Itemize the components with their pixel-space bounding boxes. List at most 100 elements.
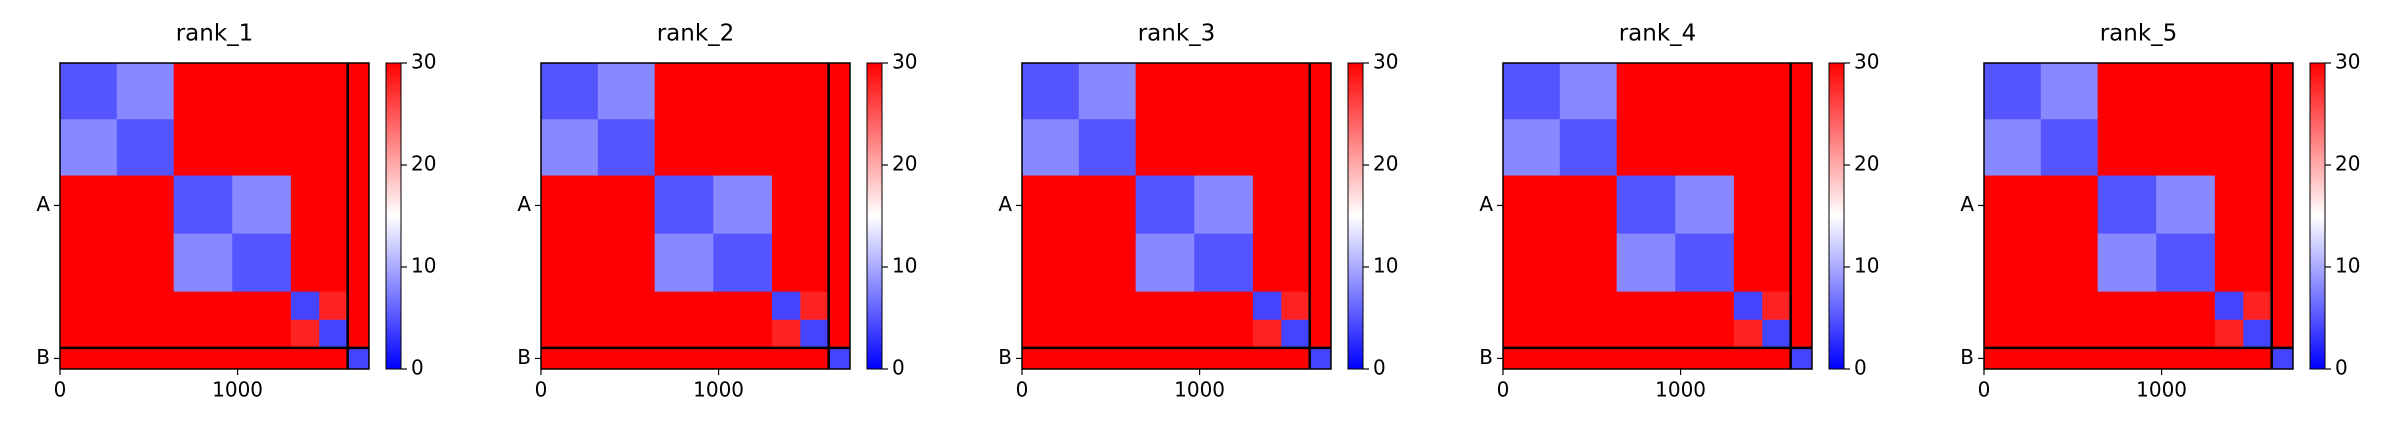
colorbar-tick-label: 10 xyxy=(1373,254,1398,278)
colorbar-tick-label: 30 xyxy=(892,50,917,74)
heatmap-cell xyxy=(1616,291,1676,321)
heatmap-cell xyxy=(173,63,233,120)
x-tick-label: 1000 xyxy=(1174,378,1225,402)
chart-title: rank_1 xyxy=(176,21,254,47)
colorbar-tick-label: 10 xyxy=(2335,254,2360,278)
heatmap-cell xyxy=(1984,291,2042,321)
heatmap-cell xyxy=(2156,319,2216,349)
colorbar-tick-label: 20 xyxy=(892,152,917,176)
heatmap-cell xyxy=(654,291,714,321)
heatmap-cell xyxy=(347,319,370,349)
heatmap-cell xyxy=(800,119,830,177)
heatmap-cell xyxy=(2243,347,2273,370)
colorbar-tick-label: 0 xyxy=(2335,356,2348,380)
heatmap-cell xyxy=(319,319,349,349)
heatmap-cell xyxy=(1194,233,1254,293)
heatmap-cell xyxy=(1078,291,1137,321)
heatmap-cell xyxy=(2271,233,2294,293)
heatmap-cell xyxy=(2214,291,2244,321)
heatmap-cell xyxy=(2097,291,2157,321)
heatmap-cell xyxy=(541,291,599,321)
heatmap-cell xyxy=(541,347,599,370)
heatmap-cell xyxy=(1675,63,1735,120)
heatmap-cell xyxy=(1503,63,1561,120)
heatmap-cell xyxy=(116,233,175,293)
heatmap-cell xyxy=(1790,175,1813,235)
heatmap-cell xyxy=(1281,233,1311,293)
heatmap-cell xyxy=(1281,291,1311,321)
heatmap-cell xyxy=(1135,233,1195,293)
heatmap-cell xyxy=(347,175,370,235)
colorbar-tick-label: 20 xyxy=(411,152,436,176)
heatmap-cell xyxy=(232,233,292,293)
colorbar xyxy=(1828,62,1845,370)
plot-frame xyxy=(1983,62,2294,370)
heatmap-cell xyxy=(1733,319,1763,349)
heatmap-cell xyxy=(1194,63,1254,120)
x-tick-label: 1000 xyxy=(2136,378,2187,402)
heatmap-cell xyxy=(713,63,773,120)
heatmap-cell xyxy=(1616,175,1676,235)
heatmap-cell xyxy=(2271,319,2294,349)
heatmap-cell xyxy=(1616,347,1676,370)
heatmap-cell xyxy=(1675,319,1735,349)
heatmap-cell xyxy=(1762,63,1792,120)
colorbar-tick-label: 20 xyxy=(1854,152,1879,176)
heatmap-cell xyxy=(116,347,175,370)
heatmap-cell xyxy=(173,175,233,235)
heatmap-cell xyxy=(116,175,175,235)
heatmap-cell xyxy=(1984,119,2042,177)
heatmap-cell xyxy=(597,347,656,370)
heatmap-cell xyxy=(347,119,370,177)
heatmap-cell xyxy=(290,291,320,321)
heatmap-cell xyxy=(1135,291,1195,321)
heatmap-cell xyxy=(828,63,851,120)
heatmap-cell xyxy=(771,319,801,349)
heatmap-cell xyxy=(1675,175,1735,235)
heatmap-cell xyxy=(1984,175,2042,235)
heatmap-cell xyxy=(1281,319,1311,349)
heatmap-cell xyxy=(1135,63,1195,120)
heatmap-cell xyxy=(1616,319,1676,349)
heatmap-cell xyxy=(1281,63,1311,120)
x-tick-label: 0 xyxy=(1497,378,1510,402)
heatmap-cell xyxy=(541,319,599,349)
heatmap-cell xyxy=(2156,119,2216,177)
heatmap-cell xyxy=(2214,233,2244,293)
x-tick-label: 1000 xyxy=(693,378,744,402)
heatmap-cell xyxy=(2271,175,2294,235)
heatmap-cell xyxy=(1022,175,1080,235)
heatmap-cell xyxy=(1733,119,1763,177)
heatmap-cell xyxy=(800,291,830,321)
heatmap-cell xyxy=(290,63,320,120)
chart-title: rank_5 xyxy=(2100,21,2178,47)
heatmap-cell xyxy=(2243,291,2273,321)
heatmap-cell xyxy=(1022,347,1080,370)
heatmap-cell xyxy=(60,119,118,177)
heatmap-cell xyxy=(2040,63,2099,120)
heatmap-cell xyxy=(232,347,292,370)
heatmap-cell xyxy=(1790,319,1813,349)
heatmap-cell xyxy=(828,291,851,321)
heatmap-cell xyxy=(1078,119,1137,177)
heatmap-cell xyxy=(828,319,851,349)
heatmap-cell xyxy=(1984,63,2042,120)
heatmap-cell xyxy=(116,119,175,177)
y-tick-label: A xyxy=(517,192,531,216)
x-tick-label: 0 xyxy=(1978,378,1991,402)
heatmap-cell xyxy=(173,233,233,293)
heatmap-cell xyxy=(2214,175,2244,235)
heatmap-cell xyxy=(1078,319,1137,349)
heatmap-cell xyxy=(1309,63,1332,120)
colorbar-tick-label: 0 xyxy=(1373,356,1386,380)
heatmap-cell xyxy=(319,291,349,321)
heatmap-cell xyxy=(2156,63,2216,120)
heatmap-cell xyxy=(1309,347,1332,370)
heatmap-cell xyxy=(1616,119,1676,177)
plot-frame xyxy=(59,62,370,370)
heatmap-cell xyxy=(232,319,292,349)
heatmap-cell xyxy=(173,291,233,321)
heatmap-cell xyxy=(771,291,801,321)
colorbar-tick-label: 30 xyxy=(1373,50,1398,74)
colorbar xyxy=(385,62,402,370)
